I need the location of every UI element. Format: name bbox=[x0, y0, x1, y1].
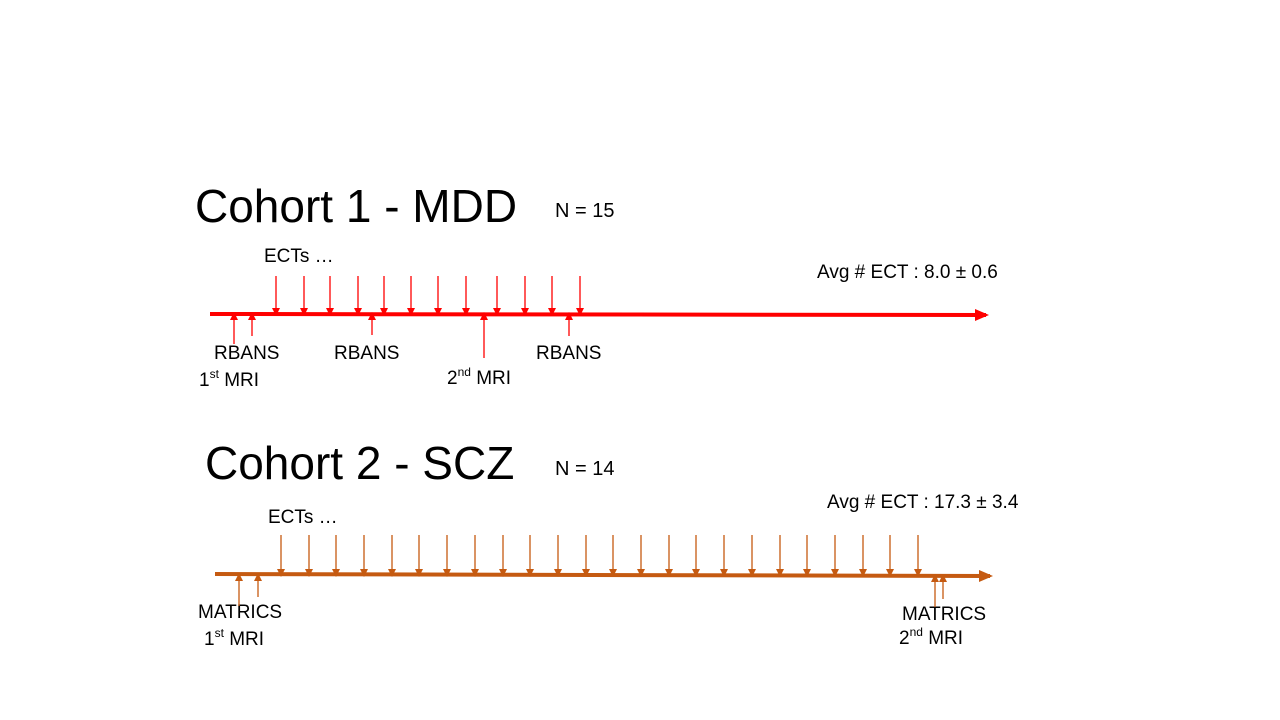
cohort1-rbans-1: RBANS bbox=[214, 343, 280, 364]
cohort1-ects-label: ECTs … bbox=[264, 246, 334, 267]
cohort2-avg-ect: Avg # ECT : 17.3 ± 3.4 bbox=[827, 492, 1019, 513]
cohort1-rbans-3: RBANS bbox=[536, 343, 602, 364]
cohort1-rbans-2: RBANS bbox=[334, 343, 400, 364]
cohort2-timeline bbox=[214, 535, 993, 607]
cohort1-n: N = 15 bbox=[555, 200, 615, 222]
cohort2-n: N = 14 bbox=[555, 458, 615, 480]
cohort2-second-mri: 2nd MRI bbox=[899, 625, 964, 649]
cohort2-ects-label: ECTs … bbox=[268, 507, 338, 528]
cohort2-matrics-1: MATRICS bbox=[198, 602, 283, 623]
cohort2-title: Cohort 2 - SCZ bbox=[205, 437, 515, 489]
cohort2-timeline-axis bbox=[214, 569, 993, 582]
cohort1-title: Cohort 1 - MDD bbox=[195, 180, 518, 232]
cohort1-timeline bbox=[209, 276, 989, 358]
cohort2-first-mri: 1st MRI bbox=[204, 626, 265, 650]
cohort1-avg-ect: Avg # ECT : 8.0 ± 0.6 bbox=[817, 262, 998, 283]
cohort1-timeline-axis bbox=[209, 308, 989, 321]
cohort2-ect-arrows bbox=[277, 535, 922, 577]
cohort1-ect-arrows bbox=[272, 276, 584, 316]
cohort1-first-mri: 1st MRI bbox=[199, 367, 260, 391]
cohort1-second-mri: 2nd MRI bbox=[447, 365, 512, 389]
cohort2-matrics-2: MATRICS bbox=[902, 604, 987, 625]
